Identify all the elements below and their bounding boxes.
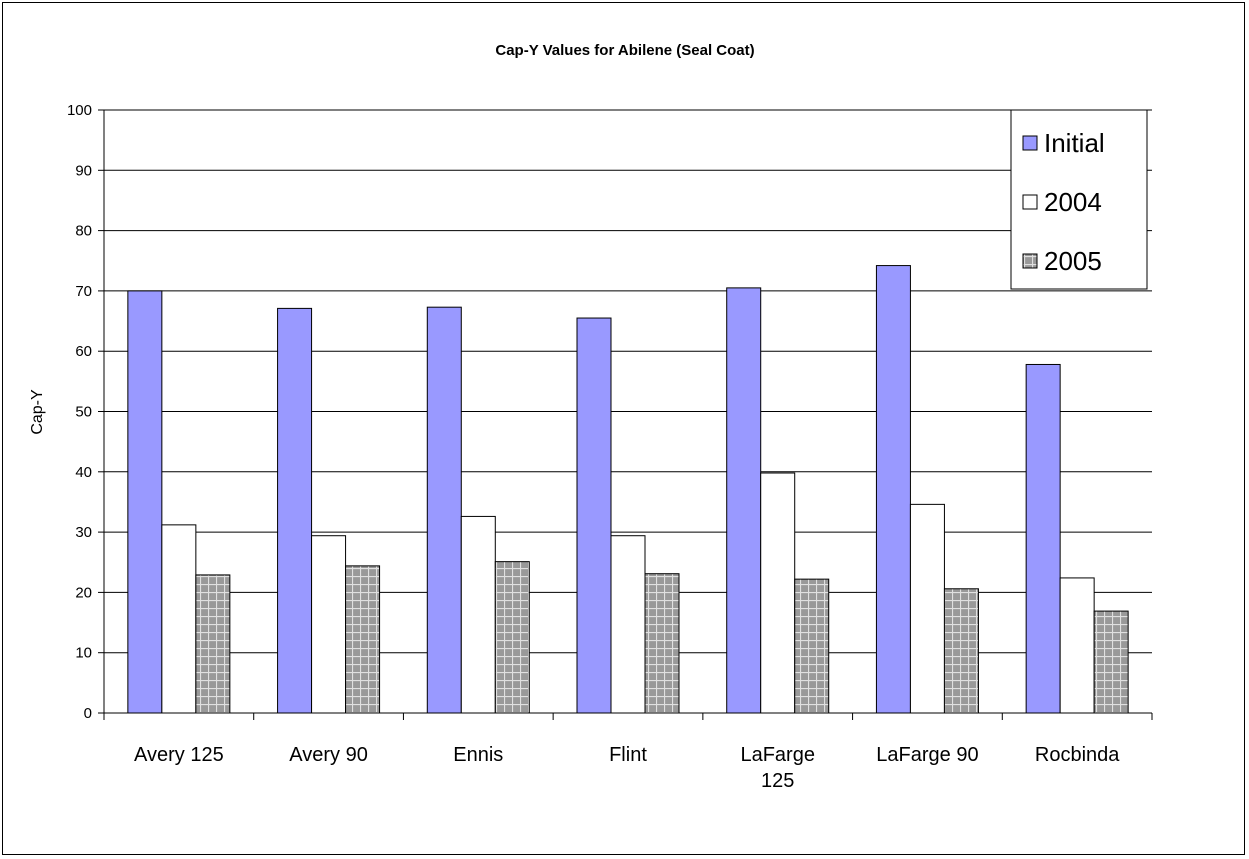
bar-initial [726,287,762,714]
y-tick-label: 100 [67,102,92,119]
x-tick-label: Ennis [453,744,503,766]
bar-2004 [1059,577,1095,714]
bars [127,265,1129,714]
axes [98,109,1153,720]
legend-label: 2004 [1044,187,1102,217]
legend-swatch [1022,135,1038,151]
y-tick-label: 80 [75,223,92,240]
bar-initial [1025,363,1061,714]
y-tick-label: 30 [75,524,92,541]
bar-initial [875,265,911,714]
bar-2005 [195,574,231,714]
y-tick-label: 70 [75,283,92,300]
y-tick-label: 10 [75,645,92,662]
bar-initial [576,317,612,714]
x-tick-label: LaFarge 90 [876,744,978,766]
y-tick-label: 20 [75,584,92,601]
bar-2005 [494,561,530,714]
y-tick-label: 60 [75,343,92,360]
x-tick-label: LaFarge [740,744,815,766]
y-axis-label: Cap-Y [29,389,46,435]
bar-2005 [943,588,979,714]
axis-labels: 0 10 20 30 40 50 60 70 80 90 100 Avery 125 Avery 90 E… [67,102,1120,792]
bar-initial [426,306,462,714]
x-tick-label: 125 [761,770,794,792]
legend-swatch [1022,253,1038,269]
legend-label: Initial [1044,128,1105,158]
bar-2005 [794,578,830,714]
bar-2005 [1093,610,1129,714]
bar-2004 [311,535,347,714]
bar-2004 [909,503,945,714]
y-tick-label: 0 [84,705,92,722]
bar-2004 [610,535,646,714]
bar-2005 [345,565,381,714]
legend: Initial 2004 2005 [1010,109,1148,290]
x-tick-label: Avery 125 [134,744,224,766]
bar-initial [127,290,163,714]
legend-swatch [1022,194,1038,210]
x-tick-label: Flint [609,744,647,766]
x-tick-label: Rocbinda [1035,744,1120,766]
bar-2004 [460,515,496,714]
bar-2005 [644,573,680,714]
y-tick-label: 50 [75,404,92,421]
legend-label: 2005 [1044,246,1102,276]
chart-title: Cap-Y Values for Abilene (Seal Coat) [495,42,754,59]
bar-2004 [161,524,197,714]
bar-2004 [760,472,796,714]
y-tick-label: 90 [75,162,92,179]
y-tick-label: 40 [75,464,92,481]
bar-initial [277,307,313,714]
x-tick-label: Avery 90 [289,744,368,766]
